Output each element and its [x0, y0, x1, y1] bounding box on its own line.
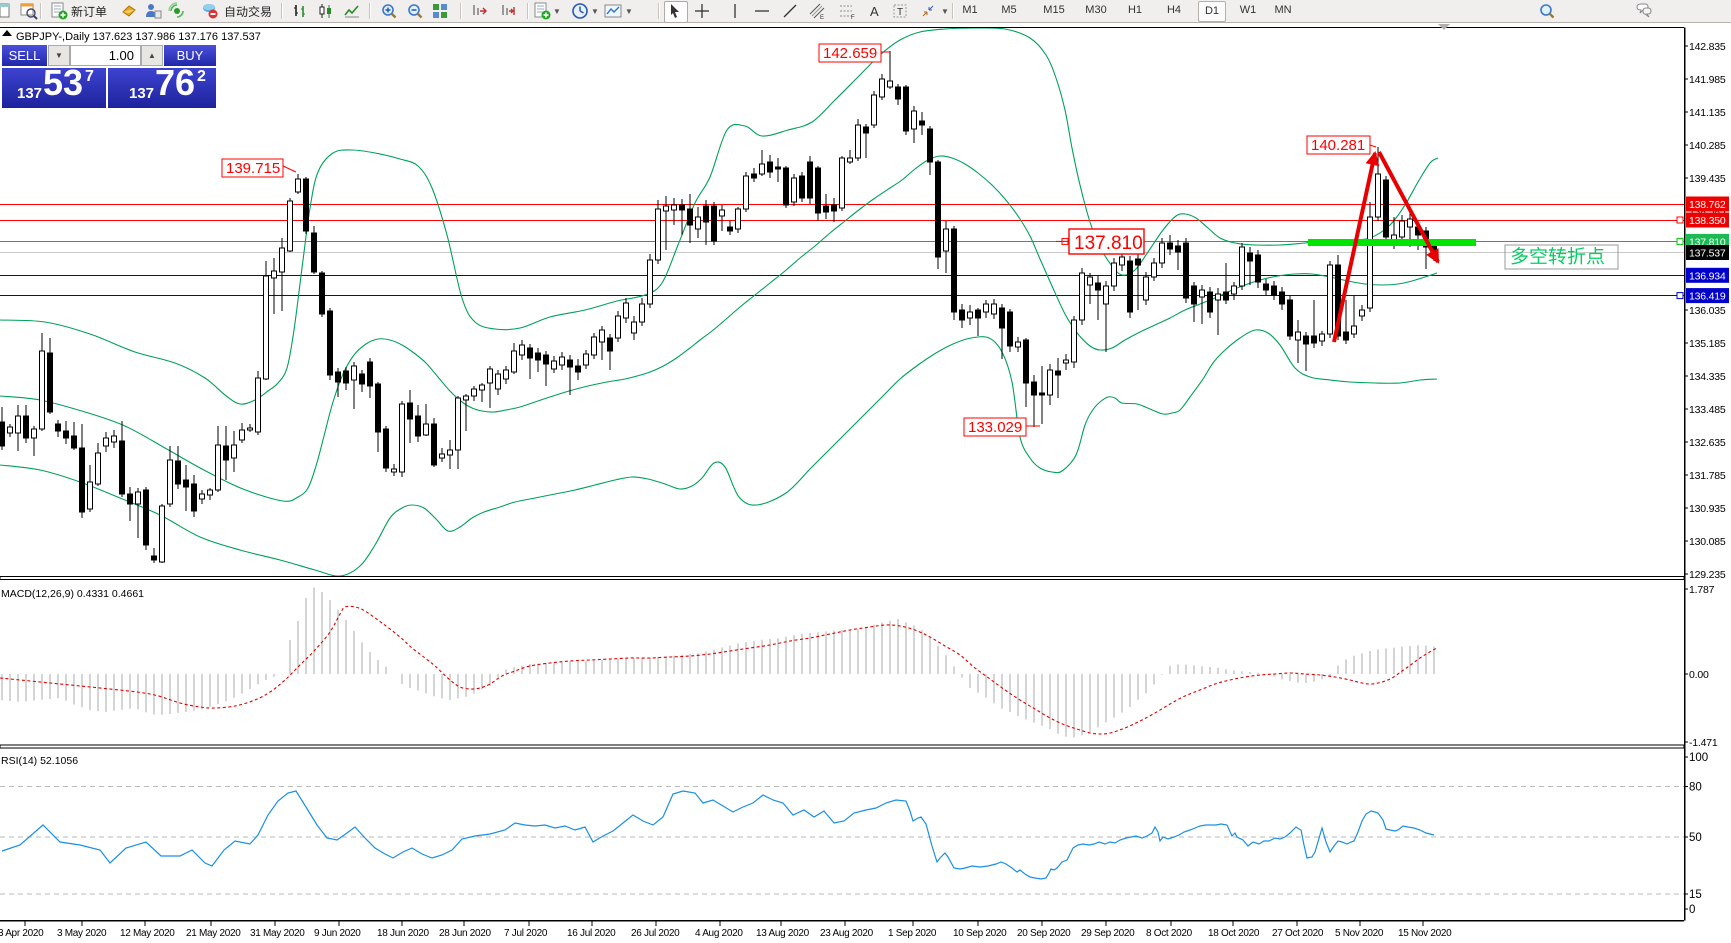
svg-text:8 Oct 2020: 8 Oct 2020 [1146, 928, 1193, 939]
svg-text:130.085: 130.085 [1689, 536, 1726, 548]
svg-text:12 May 2020: 12 May 2020 [120, 928, 175, 939]
svg-text:80: 80 [1689, 782, 1702, 794]
svg-text:141.135: 141.135 [1689, 107, 1726, 119]
svg-text:132.635: 132.635 [1689, 437, 1726, 449]
svg-text:E: E [820, 15, 824, 20]
svg-text:0: 0 [1689, 904, 1695, 916]
svg-text:100: 100 [1689, 752, 1708, 764]
svg-text:18 Jun 2020: 18 Jun 2020 [377, 928, 429, 939]
svg-text:138.350: 138.350 [1689, 215, 1726, 227]
svg-text:0.00: 0.00 [1689, 669, 1709, 681]
svg-text:F: F [851, 15, 855, 20]
svg-text:7 Jul 2020: 7 Jul 2020 [504, 928, 548, 939]
svg-text:3 May 2020: 3 May 2020 [57, 928, 107, 939]
svg-text:13 Aug 2020: 13 Aug 2020 [756, 928, 810, 939]
svg-text:136.419: 136.419 [1689, 291, 1726, 303]
svg-text:139.435: 139.435 [1689, 173, 1726, 185]
svg-text:9 Jun 2020: 9 Jun 2020 [314, 928, 361, 939]
svg-text:3 Apr 2020: 3 Apr 2020 [0, 928, 44, 939]
svg-text:18 Oct 2020: 18 Oct 2020 [1208, 928, 1260, 939]
svg-text:29 Sep 2020: 29 Sep 2020 [1081, 928, 1135, 939]
svg-text:GBPJPY-,Daily 137.623 137.986: GBPJPY-,Daily 137.623 137.986 137.176 13… [16, 31, 261, 43]
svg-text:141.985: 141.985 [1689, 74, 1726, 86]
svg-text:5 Nov 2020: 5 Nov 2020 [1335, 928, 1384, 939]
svg-text:27 Oct 2020: 27 Oct 2020 [1272, 928, 1324, 939]
svg-text:140.285: 140.285 [1689, 140, 1726, 152]
svg-text:31 May 2020: 31 May 2020 [250, 928, 305, 939]
svg-text:1 Sep 2020: 1 Sep 2020 [888, 928, 937, 939]
svg-text:A: A [870, 4, 879, 19]
svg-text:4 Aug 2020: 4 Aug 2020 [695, 928, 743, 939]
svg-text:129.235: 129.235 [1689, 569, 1726, 581]
svg-text:RSI(14) 52.1056: RSI(14) 52.1056 [1, 755, 78, 767]
svg-text:131.785: 131.785 [1689, 470, 1726, 482]
svg-text:137.537: 137.537 [1689, 248, 1726, 260]
svg-text:23 Aug 2020: 23 Aug 2020 [820, 928, 874, 939]
svg-text:28 Jun 2020: 28 Jun 2020 [439, 928, 491, 939]
svg-text:50: 50 [1689, 832, 1702, 844]
svg-text:136.035: 136.035 [1689, 305, 1726, 317]
svg-text:137.810: 137.810 [1074, 233, 1143, 254]
svg-text:15 Nov 2020: 15 Nov 2020 [1398, 928, 1452, 939]
svg-text:142.659: 142.659 [823, 45, 877, 62]
svg-text:T: T [897, 7, 903, 18]
svg-text:133.029: 133.029 [968, 419, 1022, 436]
svg-text:140.281: 140.281 [1311, 137, 1365, 154]
svg-text:MACD(12,26,9) 0.4331 0.4661: MACD(12,26,9) 0.4331 0.4661 [1, 588, 144, 600]
svg-text:130.935: 130.935 [1689, 503, 1726, 515]
svg-text:142.835: 142.835 [1689, 41, 1726, 53]
svg-text:138.762: 138.762 [1689, 199, 1726, 211]
svg-text:1.787: 1.787 [1689, 584, 1715, 596]
svg-text:135.185: 135.185 [1689, 338, 1726, 350]
svg-text:15: 15 [1689, 889, 1702, 901]
svg-text:136.934: 136.934 [1689, 270, 1726, 282]
svg-text:-1.471: -1.471 [1689, 737, 1718, 749]
svg-text:26 Jul 2020: 26 Jul 2020 [631, 928, 680, 939]
svg-text:134.335: 134.335 [1689, 371, 1726, 383]
svg-text:10 Sep 2020: 10 Sep 2020 [953, 928, 1007, 939]
svg-text:139.715: 139.715 [226, 160, 280, 177]
svg-text:133.485: 133.485 [1689, 404, 1726, 416]
svg-text:16 Jul 2020: 16 Jul 2020 [567, 928, 616, 939]
svg-text:21 May 2020: 21 May 2020 [186, 928, 241, 939]
svg-text:20 Sep 2020: 20 Sep 2020 [1017, 928, 1071, 939]
